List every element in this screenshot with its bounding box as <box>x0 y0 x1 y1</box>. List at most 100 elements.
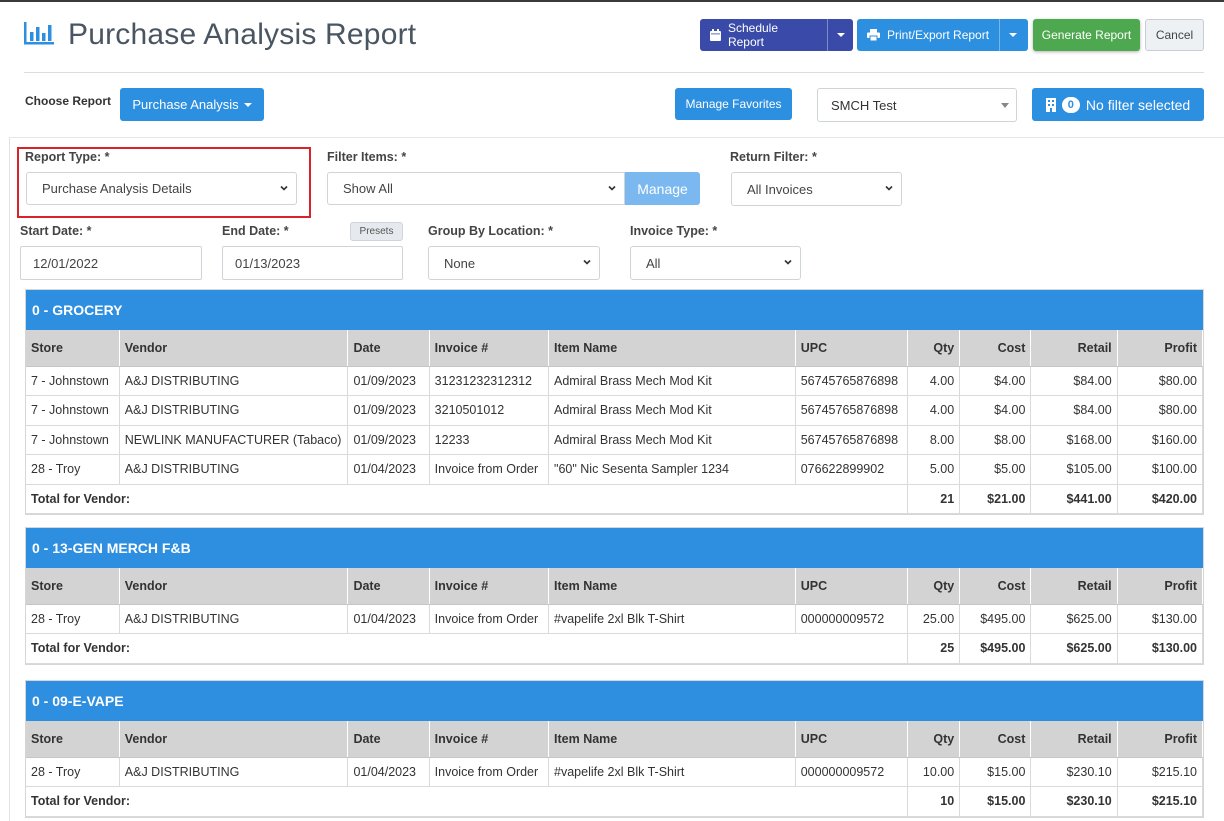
column-header[interactable]: Profit <box>1117 330 1204 367</box>
table-cell: 56745765876898 <box>795 425 909 455</box>
column-header[interactable]: Store <box>26 330 120 367</box>
column-header[interactable]: Retail <box>1030 330 1118 367</box>
return-filter-select[interactable]: All Invoices <box>731 172 902 206</box>
print-dropdown-caret[interactable] <box>999 19 1025 51</box>
column-header[interactable]: Item Name <box>548 330 796 367</box>
table-header-row: Store Vendor Date Invoice # Item Name UPC Qty C… <box>26 721 1204 758</box>
column-header[interactable]: Date <box>347 721 430 758</box>
column-header[interactable]: Profit <box>1117 568 1204 605</box>
start-date-label: Start Date: * <box>20 224 92 238</box>
column-header[interactable]: UPC <box>795 721 909 758</box>
total-cell: $15.00 <box>959 786 1032 817</box>
table-header-row: Store Vendor Date Invoice # Item Name UPC Qty C… <box>26 330 1204 367</box>
column-header[interactable]: Profit <box>1117 721 1204 758</box>
report-table: Store Vendor Date Invoice # Item Name UPC Qty C… <box>26 330 1204 514</box>
schedule-report-button[interactable]: Schedule Report <box>700 19 853 51</box>
column-header[interactable]: Store <box>26 568 120 605</box>
generate-report-button[interactable]: Generate Report <box>1033 19 1140 51</box>
total-cell: 21 <box>907 484 961 514</box>
return-filter-label: Return Filter: * <box>730 150 817 164</box>
total-cell: $420.00 <box>1117 484 1204 514</box>
table-cell: 56745765876898 <box>795 395 909 426</box>
table-cell: $100.00 <box>1117 454 1204 485</box>
report-section: 0 - GROCERY Store Vendor Date Invoice # Item … <box>25 289 1204 515</box>
column-header[interactable]: Vendor <box>119 721 349 758</box>
chevron-down-icon <box>583 259 591 265</box>
group-by-location-select[interactable]: None <box>428 246 600 280</box>
column-header[interactable]: Cost <box>959 721 1032 758</box>
presets-button[interactable]: Presets <box>350 222 403 241</box>
total-row: Total for Vendor: 25 $495.00 $625.00 $130.00 <box>26 633 1204 664</box>
table-cell: $84.00 <box>1030 366 1118 396</box>
table-cell: "60" Nic Sesenta Sampler 1234 <box>548 454 796 485</box>
column-header[interactable]: Date <box>347 330 430 367</box>
table-cell: 4.00 <box>907 395 961 426</box>
print-export-button[interactable]: Print/Export Report <box>857 19 1028 51</box>
table-cell: 076622899902 <box>795 454 909 485</box>
invoice-type-select[interactable]: All <box>630 246 801 280</box>
column-header[interactable]: Store <box>26 721 120 758</box>
table-cell: Invoice from Order <box>429 454 550 485</box>
column-header[interactable]: UPC <box>795 568 909 605</box>
table-cell: Admiral Brass Mech Mod Kit <box>548 395 796 426</box>
section-title: 0 - GROCERY <box>26 290 1203 330</box>
column-header[interactable]: Vendor <box>119 568 349 605</box>
total-cell: $230.10 <box>1030 786 1118 817</box>
manage-favorites-button[interactable]: Manage Favorites <box>675 88 792 120</box>
table-cell: $215.10 <box>1117 757 1204 787</box>
total-cell: 10 <box>907 786 961 817</box>
report-table: Store Vendor Date Invoice # Item Name UPC Qty C… <box>26 568 1204 664</box>
choose-report-dropdown[interactable]: Purchase Analysis <box>120 88 264 121</box>
filter-button[interactable]: 0 No filter selected <box>1032 88 1204 121</box>
end-date-input[interactable]: 01/13/2023 <box>222 246 403 280</box>
schedule-report-main[interactable]: Schedule Report <box>700 19 827 51</box>
chevron-down-icon <box>885 185 893 191</box>
table-cell: 28 - Troy <box>26 604 120 634</box>
report-type-select[interactable]: Purchase Analysis Details <box>26 172 297 205</box>
column-header[interactable]: Item Name <box>548 568 796 605</box>
chevron-down-icon <box>280 185 288 191</box>
filter-count-badge: 0 <box>1061 96 1080 113</box>
column-header[interactable]: Qty <box>907 568 961 605</box>
chevron-down-icon <box>784 259 792 265</box>
table-cell: 8.00 <box>907 425 961 455</box>
store-select[interactable]: SMCH Test <box>817 88 1017 122</box>
column-header[interactable]: Date <box>347 568 430 605</box>
print-export-main[interactable]: Print/Export Report <box>857 19 999 51</box>
table-cell: NEWLINK MANUFACTURER (Tabaco) <box>119 425 349 455</box>
column-header[interactable]: Item Name <box>548 721 796 758</box>
column-header[interactable]: UPC <box>795 330 909 367</box>
total-cell: $130.00 <box>1117 633 1204 664</box>
table-cell: 000000009572 <box>795 604 909 634</box>
column-header[interactable]: Invoice # <box>429 330 550 367</box>
column-header[interactable]: Invoice # <box>429 568 550 605</box>
table-row: 28 - Troy A&J DISTRIBUTING 01/04/2023 Invoi… <box>26 454 1204 485</box>
table-cell: 7 - Johnstown <box>26 425 120 455</box>
table-cell: 10.00 <box>907 757 961 787</box>
column-header[interactable]: Qty <box>907 721 961 758</box>
table-cell: 7 - Johnstown <box>26 366 120 396</box>
bar-chart-icon <box>24 22 54 45</box>
chevron-down-icon <box>608 185 616 191</box>
table-cell: 01/04/2023 <box>347 604 430 634</box>
column-header[interactable]: Retail <box>1030 568 1118 605</box>
manage-button[interactable]: Manage <box>625 172 700 205</box>
column-header[interactable]: Retail <box>1030 721 1118 758</box>
table-cell: $4.00 <box>959 395 1032 426</box>
start-date-input[interactable]: 12/01/2022 <box>20 246 202 280</box>
total-cell: $441.00 <box>1030 484 1118 514</box>
cancel-button[interactable]: Cancel <box>1145 19 1204 51</box>
column-header[interactable]: Vendor <box>119 330 349 367</box>
table-cell: A&J DISTRIBUTING <box>119 604 349 634</box>
column-header[interactable]: Qty <box>907 330 961 367</box>
column-header[interactable]: Cost <box>959 568 1032 605</box>
window-top-border <box>0 0 1224 2</box>
schedule-dropdown-caret[interactable] <box>827 19 853 51</box>
table-cell: 000000009572 <box>795 757 909 787</box>
filter-items-select[interactable]: Show All <box>327 172 625 205</box>
table-cell: $84.00 <box>1030 395 1118 426</box>
column-header[interactable]: Cost <box>959 330 1032 367</box>
table-cell: 01/04/2023 <box>347 757 430 787</box>
column-header[interactable]: Invoice # <box>429 721 550 758</box>
table-cell: 5.00 <box>907 454 961 485</box>
